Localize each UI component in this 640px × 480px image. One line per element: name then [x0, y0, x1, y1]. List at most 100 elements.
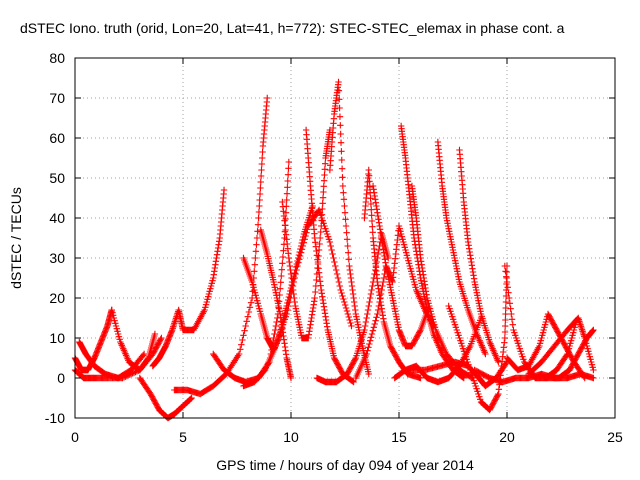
data-point: [339, 182, 347, 190]
data-point: [284, 177, 291, 185]
data-point: [416, 328, 424, 335]
data-point: [338, 289, 345, 297]
data-point: [332, 266, 340, 274]
data-point: [503, 278, 511, 286]
data-point: [375, 246, 383, 254]
data-point: [259, 148, 266, 156]
series-18: [352, 222, 437, 382]
data-point: [349, 378, 356, 385]
data-point: [321, 171, 328, 179]
data-point: [283, 196, 290, 204]
data-point: [285, 302, 292, 310]
series-15: [313, 230, 392, 386]
series-10: [240, 206, 355, 390]
data-point: [303, 229, 310, 236]
data-point: [365, 370, 372, 378]
data-point: [366, 183, 374, 191]
series-22: [434, 138, 489, 358]
data-point: [318, 211, 326, 218]
data-point: [333, 270, 341, 278]
data-point: [287, 374, 295, 382]
series-4: [76, 338, 148, 382]
data-point: [338, 148, 345, 155]
data-point: [301, 236, 308, 243]
data-point: [320, 183, 327, 190]
data-point: [278, 266, 286, 273]
y-tick-label: -10: [45, 410, 65, 426]
data-point: [235, 350, 243, 358]
data-point: [297, 249, 305, 256]
data-point: [311, 294, 318, 302]
data-point: [245, 308, 253, 316]
data-point: [363, 314, 370, 322]
data-point: [285, 158, 293, 166]
data-point: [508, 316, 516, 323]
data-point: [272, 322, 280, 330]
data-point: [342, 304, 350, 312]
data-point: [364, 306, 372, 314]
series-19: [397, 122, 467, 382]
data-point: [327, 242, 334, 250]
data-point: [317, 228, 324, 236]
data-point: [242, 322, 249, 330]
data-point: [286, 298, 293, 306]
y-tick-labels: -10 0 10 20 30 40 50 60 70 80: [45, 50, 65, 426]
data-point: [316, 234, 324, 242]
data-point: [366, 298, 373, 306]
data-point: [316, 240, 323, 248]
data-marks: [71, 78, 597, 422]
data-point: [338, 156, 345, 164]
data-point: [284, 184, 291, 191]
data-point: [284, 306, 291, 314]
data-point: [251, 261, 259, 268]
data-point: [318, 222, 325, 230]
y-axis-label: dSTEC / TECUs: [8, 187, 24, 289]
data-point: [296, 252, 304, 260]
data-point: [294, 262, 301, 270]
data-point: [279, 253, 287, 261]
data-point: [501, 334, 509, 342]
data-point: [336, 113, 344, 120]
data-point: [364, 310, 371, 318]
data-point: [247, 299, 255, 306]
data-point: [253, 241, 260, 248]
data-point: [368, 217, 376, 225]
data-point: [302, 232, 309, 240]
data-point: [370, 324, 377, 331]
series-17: [369, 182, 433, 350]
data-point: [264, 94, 271, 102]
data-point: [157, 336, 164, 343]
data-point: [322, 160, 329, 167]
data-point: [348, 322, 355, 330]
data-point: [380, 274, 388, 282]
x-tick-label: 5: [179, 429, 187, 445]
y-tick-label: 40: [49, 210, 65, 226]
data-point: [283, 310, 290, 318]
data-point: [281, 228, 289, 235]
data-point: [503, 273, 510, 280]
data-point: [257, 178, 264, 186]
data-point: [257, 184, 264, 192]
data-point: [376, 298, 383, 306]
data-point: [132, 368, 139, 376]
data-point: [278, 272, 285, 280]
data-point: [271, 326, 279, 334]
data-point: [345, 256, 352, 263]
data-point: [237, 346, 244, 353]
data-point: [326, 238, 334, 246]
y-tick-label: 80: [49, 50, 65, 66]
data-point: [258, 166, 265, 174]
data-point: [336, 282, 343, 290]
data-point: [304, 226, 311, 233]
data-point: [319, 194, 327, 201]
data-point: [482, 350, 489, 358]
series-11: [257, 226, 295, 382]
data-point: [374, 250, 382, 258]
data-point: [368, 206, 375, 213]
data-point: [258, 160, 266, 168]
chart-title: dSTEC Iono. truth (orid, Lon=20, Lat=41,…: [20, 20, 565, 36]
data-point: [300, 239, 307, 246]
data-point: [252, 254, 259, 262]
data-point: [277, 279, 284, 286]
